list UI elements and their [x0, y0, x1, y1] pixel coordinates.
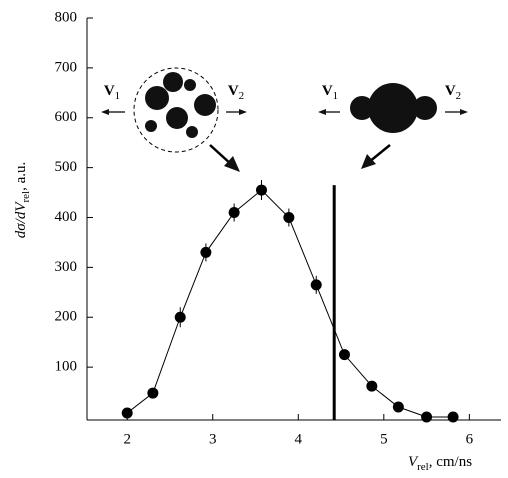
label-sub: 2	[456, 90, 462, 102]
data-point	[121, 407, 133, 419]
y-tick-label: 300	[55, 259, 78, 275]
x-tick-label: 5	[380, 431, 388, 447]
label: V1	[104, 83, 120, 101]
cluster-outline	[133, 67, 219, 153]
label-rest: , cm/ns	[429, 454, 472, 470]
x-tick-label: 4	[295, 431, 303, 447]
data-point	[283, 212, 295, 224]
label-sub: 1	[115, 90, 121, 102]
arrows	[101, 109, 468, 172]
label: V1	[322, 83, 338, 101]
particle	[368, 83, 418, 133]
data-point	[200, 246, 212, 258]
label-main: dσ/dV	[13, 201, 29, 239]
data-point	[310, 279, 322, 291]
y-tick-label: 500	[55, 159, 78, 175]
label: V2	[445, 83, 461, 101]
particle	[166, 107, 188, 129]
label-main: V	[445, 83, 456, 99]
y-tick-label: 700	[55, 59, 78, 75]
label: Vrel, cm/ns	[408, 454, 472, 472]
label-rest: , a.u.	[13, 162, 29, 191]
particle	[184, 79, 196, 91]
data-point	[338, 349, 350, 361]
particle	[413, 96, 437, 120]
data-point	[392, 401, 404, 413]
data-point	[447, 411, 459, 423]
particle	[194, 94, 216, 116]
x-tick-label: 3	[209, 431, 217, 447]
y-tick-label: 200	[55, 309, 78, 325]
data-point	[174, 311, 186, 323]
particle	[350, 96, 374, 120]
label-main: V	[322, 83, 333, 99]
y-tick-label: 800	[55, 9, 78, 25]
label: dσ/dVrel, a.u.	[13, 162, 31, 239]
label-sub: 1	[333, 90, 339, 102]
y-tick-label: 600	[55, 109, 78, 125]
x-tick-label: 2	[123, 431, 131, 447]
data-point	[421, 411, 433, 423]
data-point	[366, 380, 378, 392]
particle	[163, 72, 183, 92]
y-tick-label: 400	[55, 209, 78, 225]
label-main: V	[104, 83, 115, 99]
y-tick-label: 100	[55, 359, 78, 375]
label-sub: rel	[20, 191, 32, 203]
x-tick-label: 6	[466, 431, 474, 447]
label-sub: 2	[239, 90, 245, 102]
particle	[145, 120, 157, 132]
label-sub: rel	[417, 461, 429, 473]
data-point	[255, 184, 267, 196]
label-main: V	[408, 454, 419, 470]
data-point	[228, 207, 240, 219]
illustration	[101, 67, 468, 172]
data-line	[126, 189, 454, 418]
label-main: V	[228, 83, 239, 99]
particle	[145, 86, 169, 110]
label: V2	[228, 83, 244, 101]
particle	[186, 126, 198, 138]
data-point	[147, 387, 159, 399]
